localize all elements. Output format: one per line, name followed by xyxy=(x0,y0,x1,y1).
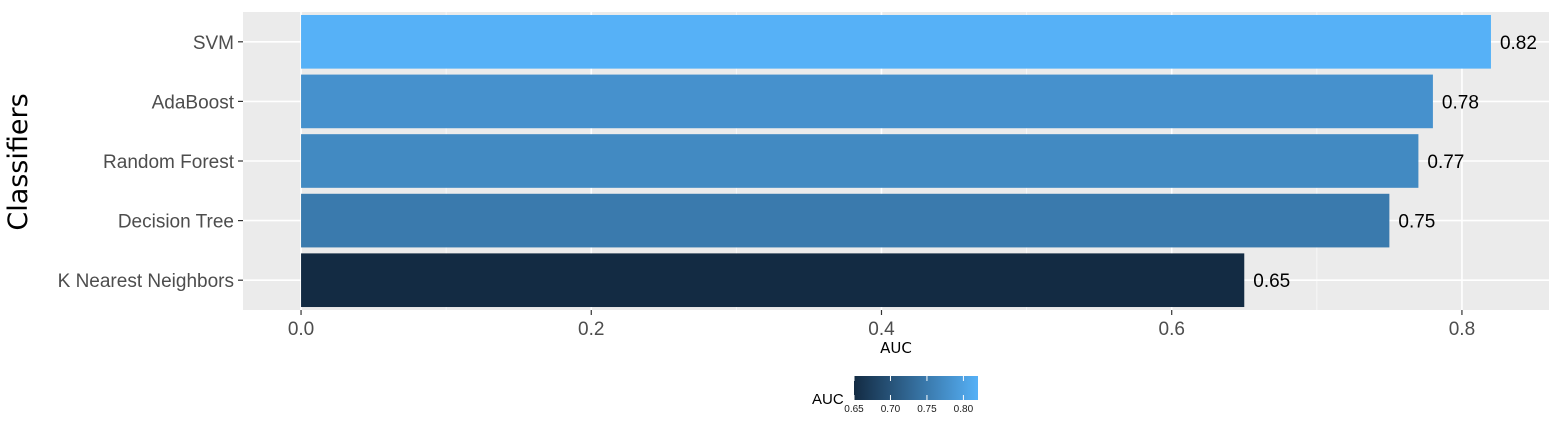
x-tick-label: 0.2 xyxy=(578,319,604,340)
y-tick-label: Random Forest xyxy=(103,152,235,173)
colorbar-ticks: 0.65 0.70 0.75 0.80 xyxy=(844,376,974,415)
x-axis: 0.0 0.2 0.4 0.6 0.8 xyxy=(288,310,1475,340)
data-label: 0.65 xyxy=(1253,271,1290,292)
y-tick-label: K Nearest Neighbors xyxy=(58,271,234,292)
data-label: 0.75 xyxy=(1398,212,1435,233)
bars-group xyxy=(301,14,1491,308)
bar xyxy=(301,193,1390,248)
bar xyxy=(301,74,1433,129)
x-tick-label: 0.8 xyxy=(1449,319,1475,340)
x-tick-label: 0.6 xyxy=(1159,319,1185,340)
data-labels-group: 0.82 0.78 0.77 0.75 0.65 xyxy=(1253,33,1537,292)
colorbar-legend: AUC 0.65 0.70 0.75 0.80 xyxy=(812,376,978,415)
x-tick-label: 0.4 xyxy=(868,319,895,340)
colorbar-tick-label: 0.75 xyxy=(917,404,937,415)
bar xyxy=(301,14,1491,69)
y-axis: SVM AdaBoost Random Forest Decision Tree K N… xyxy=(58,33,243,292)
legend-title: AUC xyxy=(812,391,844,408)
data-label: 0.78 xyxy=(1442,92,1479,113)
bar xyxy=(301,253,1245,308)
y-tick-label: Decision Tree xyxy=(118,212,234,233)
x-axis-title: AUC xyxy=(880,339,912,357)
y-tick-label: SVM xyxy=(193,33,234,54)
y-axis-title: Classifiers xyxy=(3,93,34,230)
colorbar-tick-label: 0.70 xyxy=(881,404,901,415)
data-label: 0.77 xyxy=(1427,152,1464,173)
bar xyxy=(301,134,1419,188)
colorbar-tick-label: 0.65 xyxy=(844,404,864,415)
colorbar xyxy=(854,376,978,400)
data-label: 0.82 xyxy=(1500,33,1537,54)
x-tick-label: 0.0 xyxy=(288,319,314,340)
colorbar-tick-label: 0.80 xyxy=(954,404,974,415)
y-tick-label: AdaBoost xyxy=(152,92,235,113)
